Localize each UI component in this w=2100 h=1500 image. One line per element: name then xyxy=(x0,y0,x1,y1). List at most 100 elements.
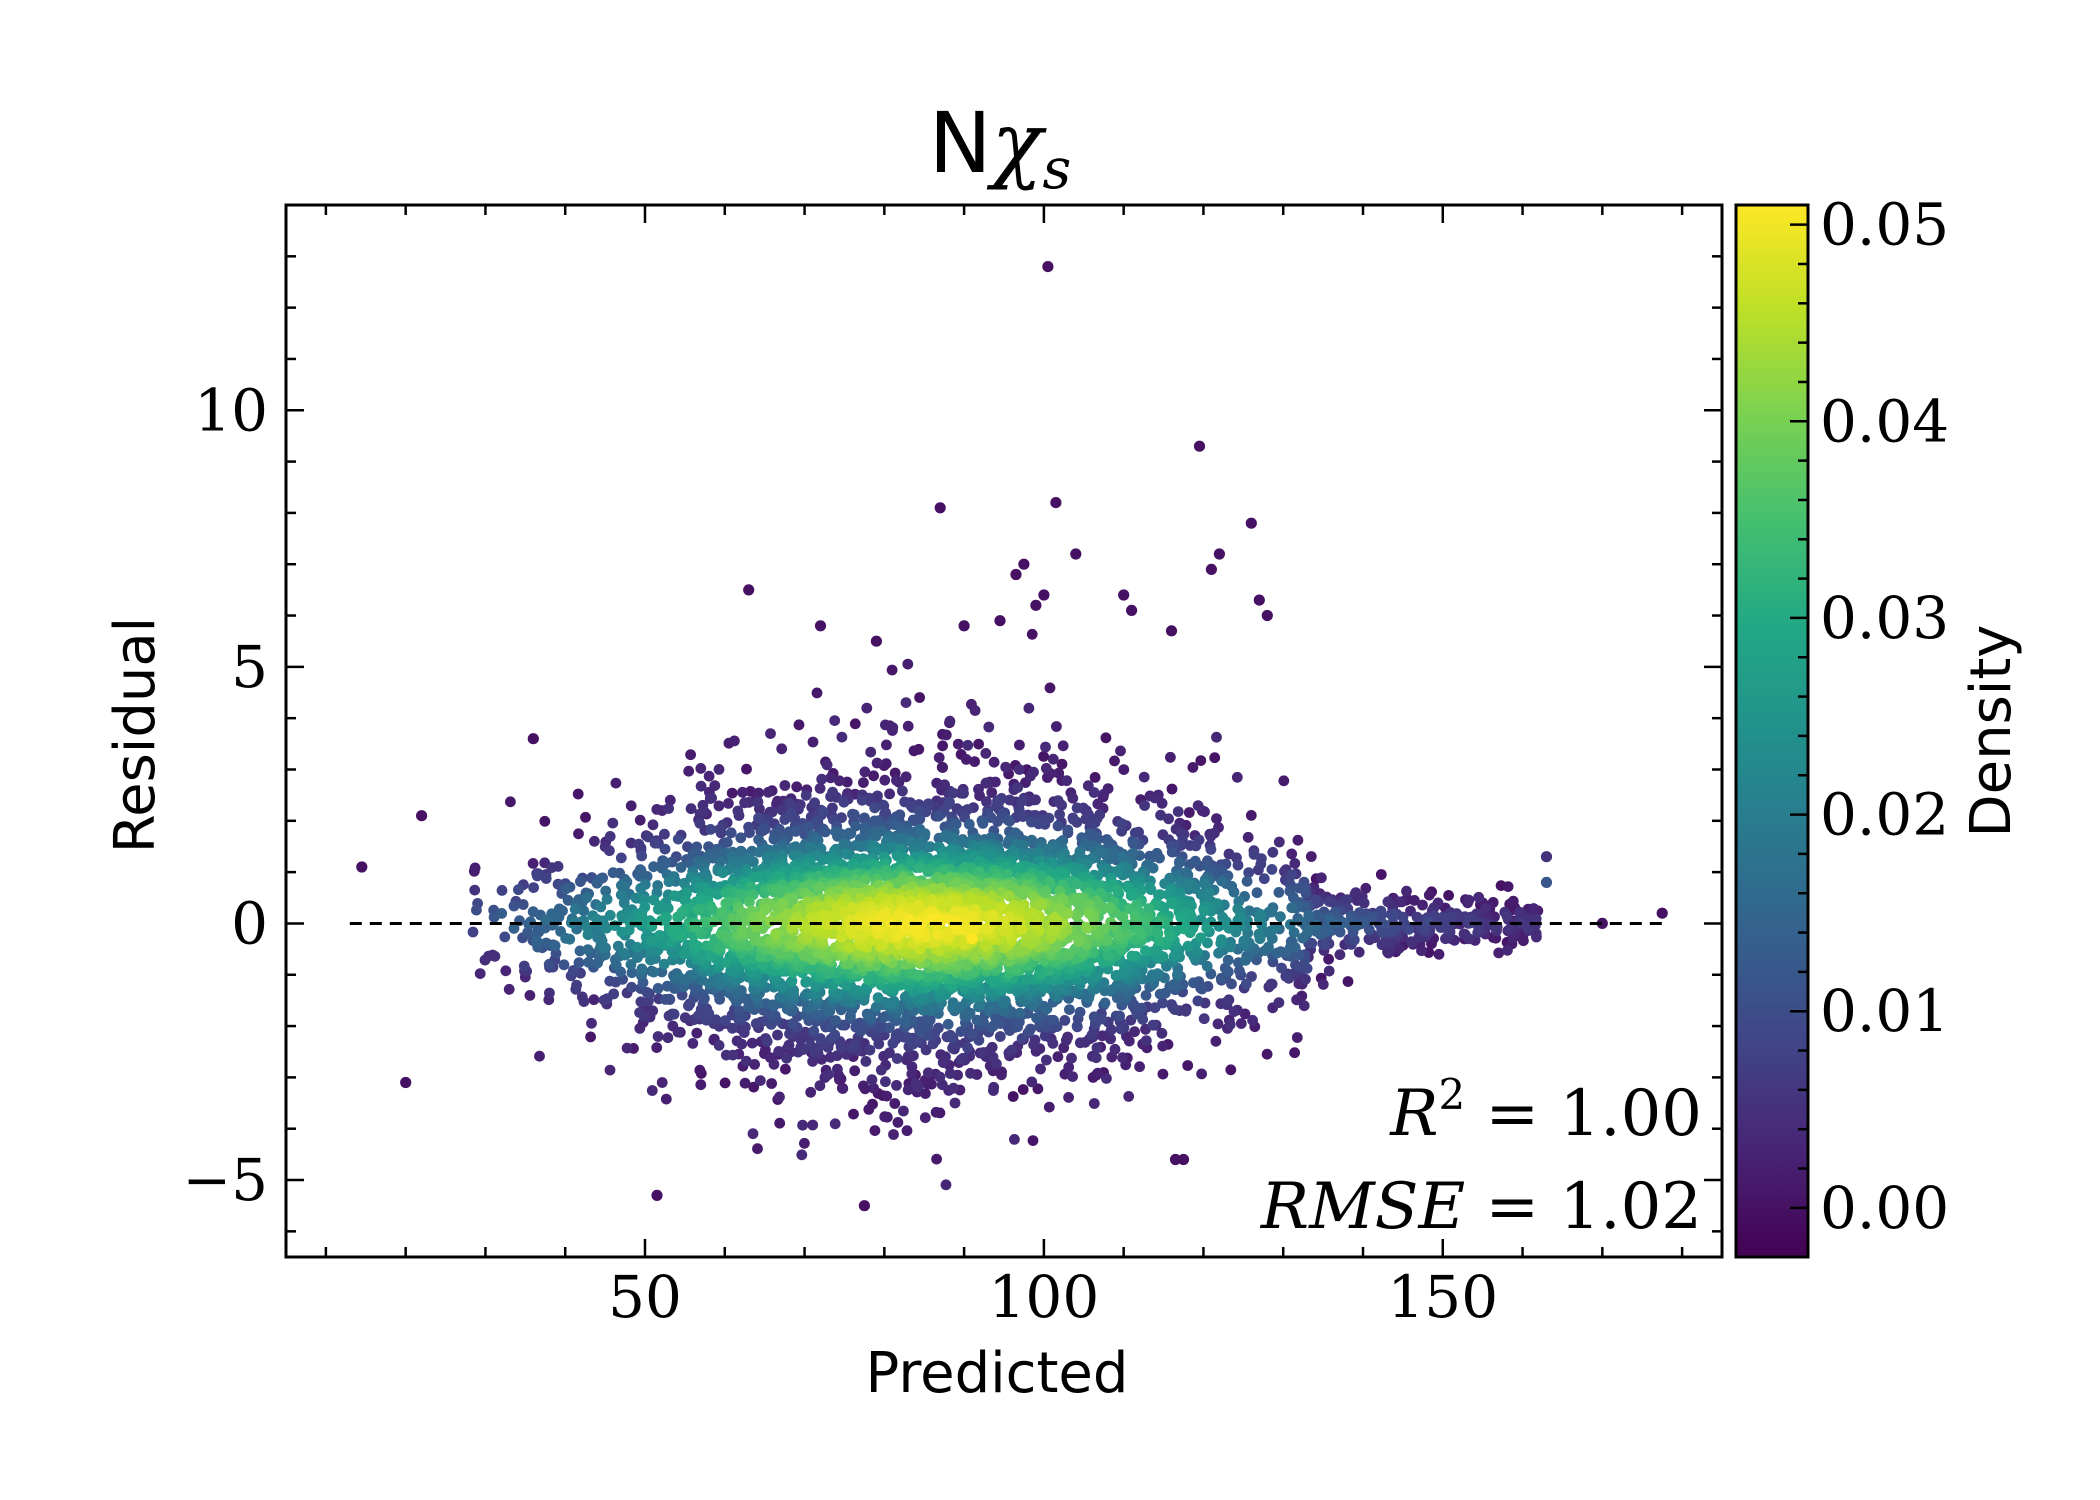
data-point xyxy=(736,1038,748,1050)
data-point xyxy=(1297,932,1308,944)
data-point xyxy=(807,736,819,748)
data-point xyxy=(1222,966,1234,978)
data-point xyxy=(865,746,877,758)
data-point xyxy=(980,748,992,759)
data-point xyxy=(1172,969,1183,981)
data-point xyxy=(713,800,725,812)
data-point xyxy=(1334,926,1346,938)
data-point xyxy=(601,893,613,905)
data-point xyxy=(659,828,670,840)
data-point xyxy=(1253,928,1265,940)
data-point xyxy=(725,827,737,839)
data-point xyxy=(754,1075,766,1086)
data-point xyxy=(1116,825,1127,837)
data-point xyxy=(1040,762,1052,774)
data-point xyxy=(841,848,852,860)
data-point xyxy=(1360,882,1372,894)
data-point xyxy=(861,702,873,714)
data-point xyxy=(1112,885,1123,896)
data-point xyxy=(1030,794,1041,806)
data-point xyxy=(1226,978,1237,990)
data-point xyxy=(952,738,964,750)
data-point xyxy=(901,1125,913,1137)
data-point xyxy=(1382,896,1394,908)
data-point xyxy=(610,777,622,789)
data-point xyxy=(1419,924,1431,936)
data-point xyxy=(900,771,912,783)
data-point xyxy=(1273,887,1285,898)
data-point xyxy=(1053,767,1065,779)
data-point xyxy=(1216,934,1227,945)
data-point xyxy=(1198,1013,1210,1025)
data-point xyxy=(1157,1068,1169,1080)
data-point xyxy=(993,796,1005,808)
data-point xyxy=(646,1085,658,1096)
data-point xyxy=(998,1005,1010,1017)
data-point xyxy=(564,933,576,945)
data-point xyxy=(793,719,805,731)
data-point xyxy=(829,715,841,726)
data-point xyxy=(1117,851,1128,863)
data-point xyxy=(503,983,515,995)
data-point xyxy=(869,802,881,814)
data-point xyxy=(1157,1040,1169,1052)
data-point xyxy=(1060,1034,1072,1046)
data-point xyxy=(766,1078,777,1089)
data-point xyxy=(1443,890,1454,901)
data-point xyxy=(1397,911,1409,923)
data-point xyxy=(668,1008,680,1020)
data-point xyxy=(1211,731,1222,743)
data-point xyxy=(783,1039,795,1051)
data-point xyxy=(973,1034,985,1046)
data-point xyxy=(1258,873,1270,885)
data-point xyxy=(1091,1042,1103,1054)
data-point xyxy=(869,1125,881,1136)
data-point xyxy=(827,802,838,814)
data-point xyxy=(871,757,883,769)
data-point xyxy=(760,1044,771,1056)
data-point xyxy=(1376,909,1387,921)
data-point xyxy=(1157,997,1168,1009)
data-point xyxy=(634,814,646,826)
data-point xyxy=(1301,963,1313,974)
data-point xyxy=(1354,907,1365,918)
data-point xyxy=(799,1137,810,1149)
data-point xyxy=(1067,1071,1078,1082)
data-point xyxy=(634,870,645,882)
data-point xyxy=(944,715,956,727)
data-point xyxy=(1286,848,1298,860)
data-point xyxy=(845,1010,856,1022)
data-point xyxy=(1228,886,1240,898)
data-point xyxy=(721,837,733,848)
data-point xyxy=(805,1086,817,1098)
data-point xyxy=(880,758,892,769)
data-point xyxy=(659,843,671,855)
data-point xyxy=(568,965,579,976)
data-point xyxy=(902,1084,914,1096)
data-point xyxy=(1348,934,1360,946)
data-point xyxy=(922,1067,934,1079)
data-point xyxy=(1198,905,1210,917)
data-point xyxy=(540,914,552,926)
data-point xyxy=(868,770,879,782)
data-point xyxy=(648,966,660,978)
data-point xyxy=(604,975,616,987)
data-point xyxy=(651,804,663,815)
points-layer xyxy=(356,261,1668,1212)
data-point xyxy=(1228,1006,1240,1017)
data-point xyxy=(849,1039,861,1051)
data-point xyxy=(969,756,980,767)
data-point xyxy=(626,981,637,993)
data-point xyxy=(900,1014,911,1026)
data-point xyxy=(1173,857,1185,869)
data-point xyxy=(694,808,706,820)
data-point xyxy=(527,906,539,918)
data-point xyxy=(1063,1061,1075,1073)
data-point xyxy=(549,940,561,952)
data-point xyxy=(1113,930,1124,942)
data-point xyxy=(1089,772,1101,783)
data-point xyxy=(1289,1047,1300,1059)
data-point xyxy=(1140,914,1152,925)
data-point xyxy=(1149,792,1161,804)
data-point xyxy=(576,991,588,1003)
